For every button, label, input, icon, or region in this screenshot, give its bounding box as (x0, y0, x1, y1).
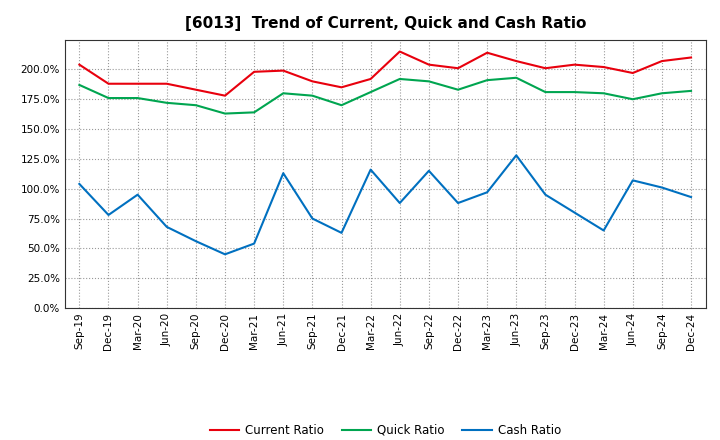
Cash Ratio (483, 190, 492, 195)
Quick Ratio (192, 103, 200, 108)
Current Ratio (425, 62, 433, 67)
Quick Ratio (279, 91, 287, 96)
Quick Ratio (104, 95, 113, 101)
Cash Ratio (629, 178, 637, 183)
Quick Ratio (395, 76, 404, 81)
Cash Ratio (599, 228, 608, 233)
Current Ratio (104, 81, 113, 86)
Current Ratio (687, 55, 696, 60)
Current Ratio (541, 66, 550, 71)
Current Ratio (279, 68, 287, 73)
Cash Ratio (570, 210, 579, 215)
Quick Ratio (657, 91, 666, 96)
Cash Ratio (425, 168, 433, 173)
Quick Ratio (337, 103, 346, 108)
Quick Ratio (570, 89, 579, 95)
Current Ratio (337, 84, 346, 90)
Current Ratio (250, 69, 258, 74)
Current Ratio (512, 59, 521, 64)
Quick Ratio (483, 77, 492, 83)
Current Ratio (395, 49, 404, 54)
Cash Ratio (512, 153, 521, 158)
Cash Ratio (75, 181, 84, 187)
Quick Ratio (250, 110, 258, 115)
Cash Ratio (279, 171, 287, 176)
Cash Ratio (133, 192, 142, 197)
Quick Ratio (425, 79, 433, 84)
Current Ratio (163, 81, 171, 86)
Quick Ratio (599, 91, 608, 96)
Quick Ratio (629, 97, 637, 102)
Current Ratio (220, 93, 229, 98)
Legend: Current Ratio, Quick Ratio, Cash Ratio: Current Ratio, Quick Ratio, Cash Ratio (204, 419, 566, 440)
Line: Cash Ratio: Cash Ratio (79, 155, 691, 254)
Quick Ratio (366, 89, 375, 95)
Title: [6013]  Trend of Current, Quick and Cash Ratio: [6013] Trend of Current, Quick and Cash … (184, 16, 586, 32)
Current Ratio (483, 50, 492, 55)
Current Ratio (454, 66, 462, 71)
Quick Ratio (541, 89, 550, 95)
Quick Ratio (133, 95, 142, 101)
Current Ratio (570, 62, 579, 67)
Quick Ratio (163, 100, 171, 106)
Current Ratio (133, 81, 142, 86)
Cash Ratio (104, 213, 113, 218)
Cash Ratio (687, 194, 696, 200)
Current Ratio (192, 87, 200, 92)
Quick Ratio (454, 87, 462, 92)
Line: Quick Ratio: Quick Ratio (79, 78, 691, 114)
Cash Ratio (657, 185, 666, 190)
Current Ratio (75, 62, 84, 67)
Cash Ratio (337, 230, 346, 235)
Cash Ratio (250, 241, 258, 246)
Current Ratio (599, 64, 608, 70)
Current Ratio (629, 70, 637, 76)
Current Ratio (366, 76, 375, 81)
Cash Ratio (220, 252, 229, 257)
Cash Ratio (395, 200, 404, 205)
Quick Ratio (308, 93, 317, 98)
Quick Ratio (220, 111, 229, 116)
Cash Ratio (541, 192, 550, 197)
Line: Current Ratio: Current Ratio (79, 51, 691, 95)
Current Ratio (308, 79, 317, 84)
Quick Ratio (512, 75, 521, 81)
Current Ratio (657, 59, 666, 64)
Cash Ratio (308, 216, 317, 221)
Cash Ratio (192, 238, 200, 244)
Quick Ratio (687, 88, 696, 94)
Quick Ratio (75, 82, 84, 88)
Cash Ratio (366, 167, 375, 172)
Cash Ratio (163, 224, 171, 230)
Cash Ratio (454, 200, 462, 205)
